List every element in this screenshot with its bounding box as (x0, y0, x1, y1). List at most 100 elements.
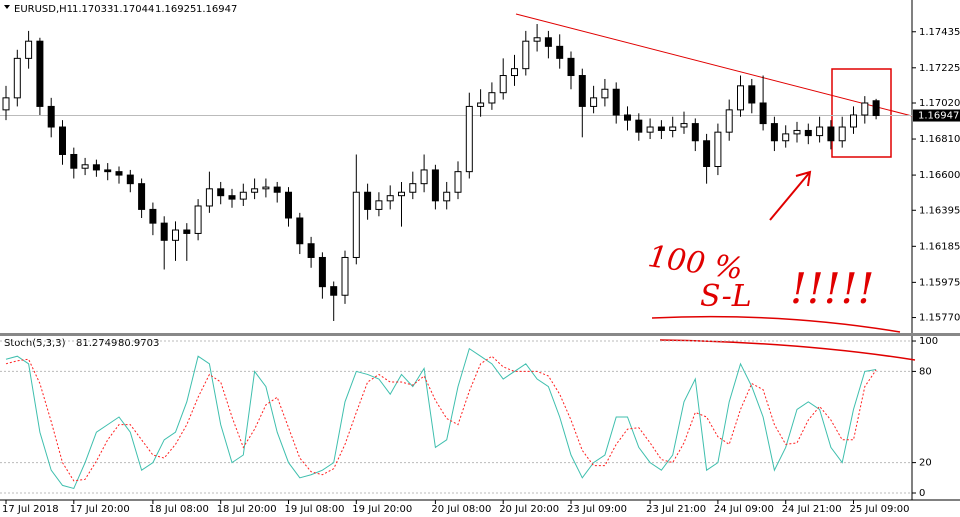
candle-body (330, 286, 338, 296)
x-tick-label: 24 Jul 09:00 (714, 504, 774, 515)
highlight-box (831, 68, 892, 158)
candle-body (160, 222, 168, 241)
x-tick-label: 23 Jul 21:00 (646, 504, 706, 515)
candle-body (70, 153, 78, 169)
current-price-label: 1.16947 (918, 111, 959, 122)
candle-body (635, 119, 643, 133)
candle-body (126, 174, 134, 185)
candle-body (13, 57, 21, 99)
candle-body (816, 126, 824, 137)
candle-body (364, 191, 372, 210)
candle-body (680, 123, 688, 128)
candle-body (578, 75, 586, 107)
candle-body (149, 208, 157, 224)
candle-body (172, 229, 179, 241)
y-tick-label: 1.15975 (919, 277, 960, 288)
y-tick-label: 20 (919, 458, 932, 469)
candle-body (386, 195, 394, 202)
x-tick-label: 23 Jul 09:00 (567, 504, 627, 515)
candle-body (398, 191, 405, 197)
candle-body (477, 102, 485, 107)
header-high: 1.17044 (113, 4, 154, 15)
candle-body (228, 195, 236, 200)
candle-body (499, 75, 507, 94)
x-tick-label: 20 Jul 08:00 (431, 504, 491, 515)
y-tick-label: 0 (919, 488, 925, 499)
candle-body (375, 200, 383, 210)
candle-body (205, 188, 213, 207)
candle-body (454, 171, 462, 193)
candle-body (748, 85, 756, 104)
candle-body (104, 169, 112, 173)
candle-body (567, 57, 575, 77)
annotation: !!!!! (790, 264, 874, 313)
candle-body (318, 256, 326, 288)
candle-body (691, 123, 699, 142)
candle-body (827, 126, 835, 142)
y-tick-label: 1.17435 (919, 27, 960, 38)
candle-body (443, 191, 451, 202)
stoch-line (5, 347, 877, 490)
header-open: 1.17033 (72, 4, 113, 15)
candle-body (194, 205, 202, 234)
candle-body (804, 129, 812, 137)
scribble (651, 315, 916, 361)
candle-body (92, 164, 100, 171)
x-tick-label: 18 Jul 20:00 (217, 504, 277, 515)
candle-body (737, 85, 744, 111)
candle-body (273, 186, 281, 193)
x-tick-label: 17 Jul 2018 (2, 504, 59, 515)
candle-body (782, 133, 790, 142)
candle-body (612, 88, 620, 116)
candle-body (601, 88, 609, 99)
x-tick-label: 24 Jul 21:00 (782, 504, 842, 515)
candle-body (657, 126, 665, 131)
candle-body (522, 40, 530, 70)
candle-body (59, 126, 66, 155)
trend-line (515, 13, 913, 117)
indicator-label: Stoch(5,3,3) (4, 338, 66, 349)
candle-body (725, 109, 733, 133)
candle-body (850, 114, 857, 128)
x-tick-label: 20 Jul 20:00 (499, 504, 559, 515)
candle-body (352, 191, 360, 258)
symbol-label: EURUSD,H1 (14, 4, 73, 15)
candle-body (714, 131, 722, 167)
candle-body (115, 171, 123, 176)
candle-body (669, 126, 677, 131)
candle-body (138, 183, 146, 210)
candle-body (770, 123, 778, 142)
y-tick-label: 80 (919, 366, 932, 377)
x-tick-label: 25 Jul 09:00 (850, 504, 910, 515)
y-tick-label: 1.17020 (919, 98, 960, 109)
panel-separator (0, 333, 960, 336)
y-tick-label: 1.16185 (919, 241, 960, 252)
candle-body (81, 164, 89, 169)
candle-body (533, 37, 541, 42)
annotation: S-L (700, 279, 752, 314)
candle-body (25, 40, 33, 59)
candle-body (47, 105, 55, 128)
candle-body (183, 229, 191, 234)
y-tick-label: 1.16395 (919, 205, 960, 216)
x-tick-label: 19 Jul 08:00 (285, 504, 345, 515)
candle-body (488, 92, 496, 104)
candle-body (251, 188, 259, 193)
candle-body (465, 105, 473, 173)
header-close: 1.16947 (196, 4, 237, 15)
symbol-icon (4, 5, 10, 9)
candle-body (296, 217, 304, 245)
candle-body (239, 191, 247, 200)
candle-body (556, 45, 564, 59)
y-tick-label: 100 (919, 336, 938, 347)
candle-body (285, 191, 292, 219)
y-tick-label: 1.16600 (919, 170, 960, 181)
current-price-box (913, 109, 960, 122)
y-tick-label: 1.17225 (919, 63, 960, 74)
x-tick-label: 19 Jul 20:00 (352, 504, 412, 515)
candle-body (544, 37, 552, 47)
candle-body (36, 40, 44, 107)
candle-body (861, 102, 869, 116)
